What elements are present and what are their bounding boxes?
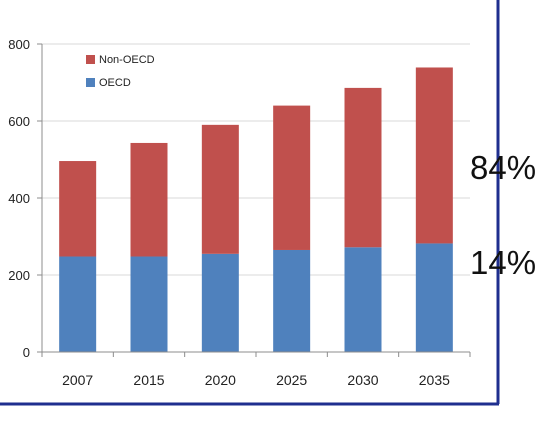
bar-non-oecd-2035: [415, 67, 453, 244]
bar-oecd-2035: [415, 243, 453, 352]
x-tick-label-2020: 2020: [205, 372, 236, 388]
x-tick-label-2025: 2025: [276, 372, 307, 388]
bar-non-oecd-2020: [201, 124, 239, 254]
bar-non-oecd-2030: [344, 87, 382, 248]
bar-oecd-2020: [201, 253, 239, 352]
bar-oecd-2015: [130, 256, 168, 352]
y-tick-label-0: 0: [23, 345, 30, 360]
x-tick-label-2015: 2015: [133, 372, 164, 388]
x-tick-label-2007: 2007: [62, 372, 93, 388]
y-axis-tick-labels: 0 200 400 600 800: [8, 37, 30, 360]
bar-oecd-2025: [273, 249, 311, 352]
y-tick-label-200: 200: [8, 268, 30, 283]
axes: [37, 43, 471, 357]
bar-non-oecd-2025: [273, 105, 311, 250]
y-tick-label-800: 800: [8, 37, 30, 52]
gridlines: [42, 43, 470, 276]
x-tick-label-2035: 2035: [419, 372, 450, 388]
legend: Non-OECD OECD: [86, 54, 155, 89]
bar-oecd-2007: [59, 256, 97, 352]
bar-series: [59, 67, 453, 352]
legend-label-oecd: OECD: [99, 77, 131, 89]
legend-swatch-oecd: [86, 78, 95, 87]
y-tick-label-400: 400: [8, 191, 30, 206]
non-oecd-share-annotation: 84%: [470, 149, 537, 186]
legend-swatch-non-oecd: [86, 55, 95, 64]
bar-non-oecd-2015: [130, 142, 168, 257]
y-tick-label-600: 600: [8, 114, 30, 129]
legend-label-non-oecd: Non-OECD: [99, 54, 155, 66]
oecd-share-annotation: 14%: [470, 244, 537, 281]
bar-oecd-2030: [344, 247, 382, 352]
bar-non-oecd-2007: [59, 161, 97, 257]
x-tick-label-2030: 2030: [347, 372, 378, 388]
x-axis-tick-labels: 2007 2015 2020 2025 2030 2035: [62, 372, 450, 388]
